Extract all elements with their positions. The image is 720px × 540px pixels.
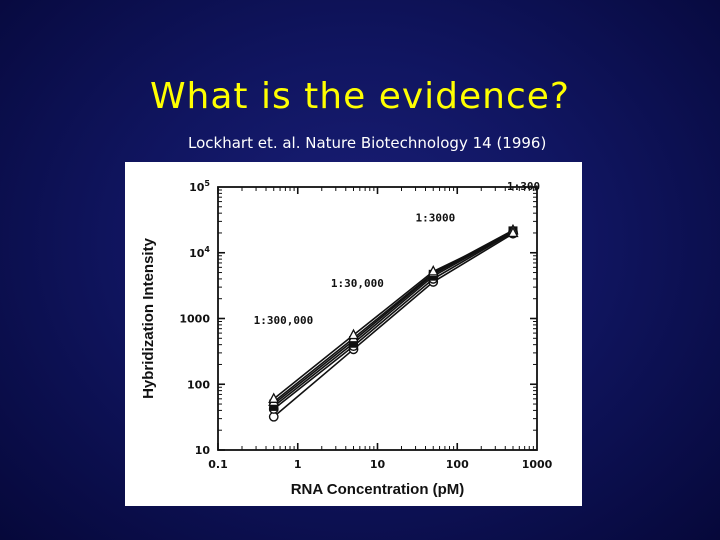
y-tick-label: 105 (189, 179, 210, 194)
x-tick-label: 1 (294, 458, 302, 471)
data-point (347, 328, 360, 340)
y-tick-label: 100 (187, 378, 210, 391)
citation: Lockhart et. al. Nature Biotechnology 14… (188, 134, 547, 152)
dilution-label: 1:300 (507, 180, 540, 193)
y-tick-label: 104 (189, 245, 210, 260)
data-point (268, 392, 280, 403)
y-axis-title: Hybridization Intensity (140, 237, 157, 399)
series-line (273, 232, 514, 400)
data-point (507, 226, 519, 238)
x-tick-label: 10 (370, 458, 386, 471)
slide-title: What is the evidence? (149, 76, 571, 117)
x-tick-label: 100 (446, 458, 469, 471)
series-line (273, 230, 514, 408)
series-line (273, 232, 514, 418)
x-tick-label: 0.1 (208, 458, 228, 471)
dilution-label: 1:30,000 (331, 277, 384, 290)
x-axis-title: RNA Concentration (pM) (291, 481, 465, 498)
series-line (273, 231, 514, 410)
y-tick-label: 1000 (179, 313, 210, 326)
y-tick-label: 10 (195, 444, 211, 457)
hybridization-chart: 10 100 1000 104 105 0.1 1 10 100 1000 RNA Concentr… (140, 179, 553, 498)
x-tick-label: 1000 (522, 458, 553, 471)
dilution-label: 1:3000 (416, 211, 456, 224)
data-point (427, 265, 439, 276)
dilution-label: 1:300,000 (254, 314, 314, 327)
figure-panel: 10 100 1000 104 105 0.1 1 10 100 1000 RNA Concentr… (125, 162, 582, 506)
